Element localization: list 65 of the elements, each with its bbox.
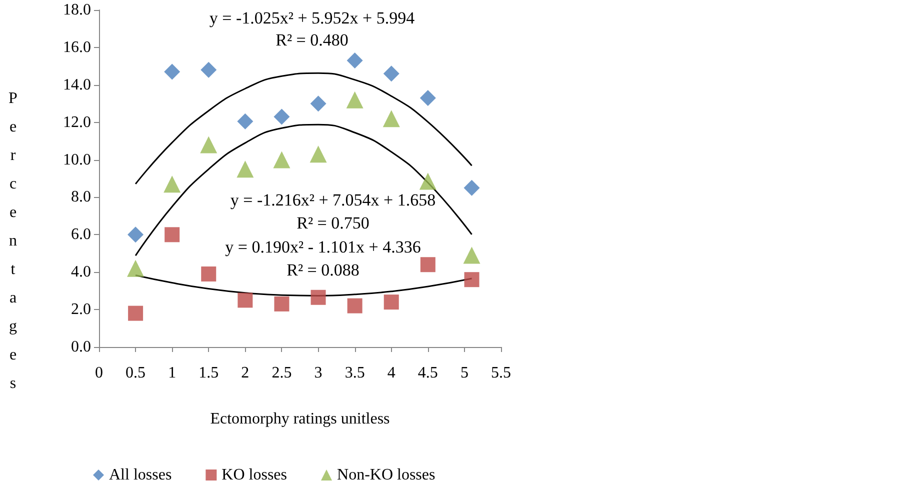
legend-label: KO losses bbox=[222, 466, 288, 484]
point bbox=[128, 226, 144, 243]
point bbox=[419, 172, 436, 190]
point bbox=[310, 290, 326, 305]
point bbox=[164, 64, 180, 80]
y-tick-label: 16.0 bbox=[63, 38, 91, 56]
point bbox=[200, 62, 217, 78]
point bbox=[384, 294, 399, 310]
y-tick-label: 8.0 bbox=[71, 188, 91, 206]
y-tick-label: 2.0 bbox=[71, 301, 91, 318]
x-tick-label: 1.5 bbox=[198, 364, 219, 382]
x-axis-title: Ectomorphy ratings unitless bbox=[210, 410, 390, 428]
point bbox=[464, 180, 480, 196]
y-tick-label: 14.0 bbox=[63, 76, 91, 94]
point bbox=[274, 108, 290, 125]
point bbox=[238, 292, 253, 308]
y-tick-label: 18.0 bbox=[63, 2, 91, 18]
point bbox=[200, 136, 218, 154]
point bbox=[164, 227, 180, 242]
legend-label: Non-KO losses bbox=[337, 466, 436, 484]
y-tick-label: 6.0 bbox=[71, 226, 91, 244]
annotation: y = -1.216x² + 7.054x + 1.658 bbox=[230, 190, 436, 210]
x-tick-label: 1 bbox=[168, 364, 176, 382]
x-tick-label: 4 bbox=[387, 364, 396, 382]
point bbox=[463, 246, 480, 264]
x-tick-label: 4.5 bbox=[418, 364, 438, 382]
point bbox=[310, 96, 326, 112]
x-tick-label: 5.5 bbox=[491, 364, 511, 382]
point bbox=[201, 266, 216, 282]
annotation: y = 0.190x² - 1.101x + 4.336 bbox=[225, 238, 421, 256]
line-series bbox=[134, 124, 473, 256]
point bbox=[420, 257, 436, 272]
point bbox=[346, 52, 363, 69]
y-tick-label: 4.0 bbox=[71, 264, 91, 281]
point bbox=[310, 146, 327, 163]
point bbox=[236, 160, 254, 178]
point bbox=[273, 151, 290, 168]
point bbox=[382, 110, 400, 128]
x-tick-label: 3.5 bbox=[344, 364, 365, 382]
legend-label: All losses bbox=[109, 466, 172, 484]
annotation: R² = 0.480 bbox=[276, 30, 348, 50]
annotation: R² = 0.088 bbox=[286, 260, 360, 280]
line-series bbox=[134, 72, 473, 185]
x-tick-label: 2 bbox=[241, 364, 250, 382]
point bbox=[346, 91, 364, 108]
point bbox=[347, 298, 362, 314]
point bbox=[464, 272, 480, 288]
point bbox=[383, 66, 400, 82]
x-tick-label: 0.5 bbox=[126, 364, 146, 382]
point bbox=[164, 176, 181, 193]
y-tick-label: 12.0 bbox=[63, 114, 91, 131]
x-tick-label: 3 bbox=[314, 364, 322, 382]
x-tick-label: 5 bbox=[460, 364, 468, 382]
x-tick-label: 2.5 bbox=[272, 364, 292, 382]
annotation: y = -1.025x² + 5.952x + 5.994 bbox=[209, 8, 416, 28]
annotation: R² = 0.750 bbox=[296, 214, 370, 232]
point bbox=[127, 260, 144, 277]
point bbox=[274, 296, 290, 312]
y-tick-label: 0.0 bbox=[71, 338, 91, 356]
x-tick-label: 0 bbox=[95, 364, 103, 382]
y-tick-label: 10.0 bbox=[63, 151, 91, 168]
text: Percentages bbox=[8, 90, 18, 392]
point bbox=[128, 306, 144, 321]
point bbox=[237, 113, 254, 130]
point bbox=[420, 90, 436, 106]
